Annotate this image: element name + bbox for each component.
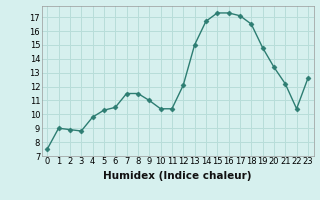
X-axis label: Humidex (Indice chaleur): Humidex (Indice chaleur) <box>103 171 252 181</box>
